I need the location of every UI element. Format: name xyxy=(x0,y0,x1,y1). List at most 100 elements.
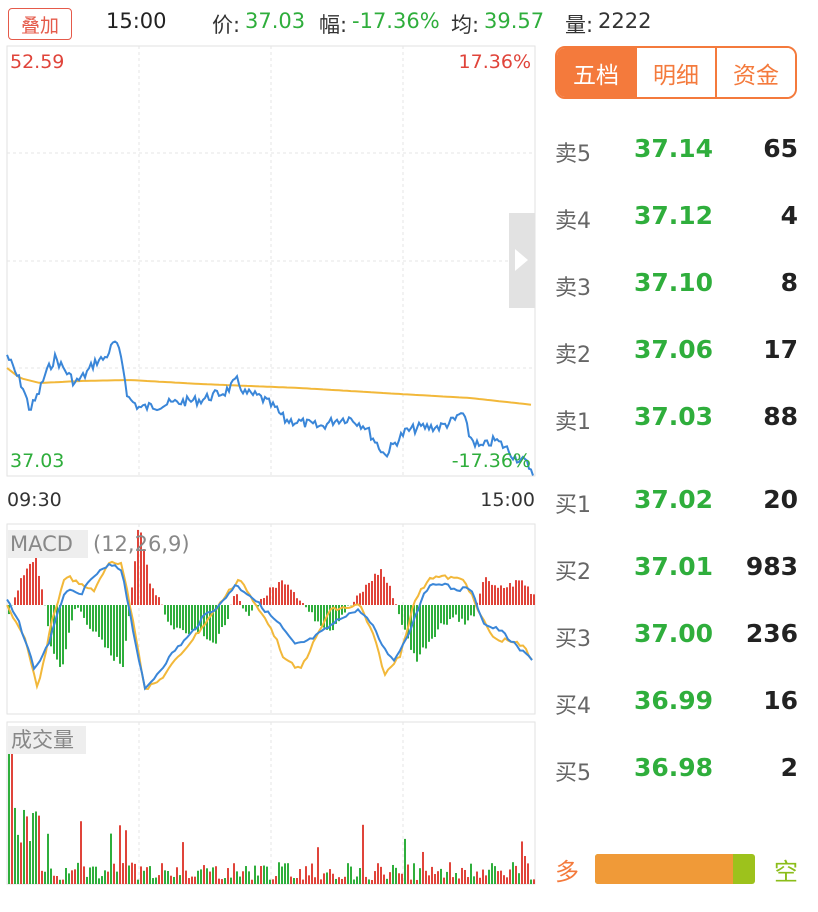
macd-histogram-bar xyxy=(53,605,55,654)
volume-bar xyxy=(353,879,355,884)
volume-bar xyxy=(431,866,433,884)
volume-bar xyxy=(296,878,298,884)
macd-histogram-bar xyxy=(242,605,244,609)
volume-bar xyxy=(29,841,31,884)
volume-bar xyxy=(386,878,388,884)
volume-bar xyxy=(77,862,79,884)
volume-bar xyxy=(452,877,454,884)
macd-histogram-bar xyxy=(239,600,241,605)
volume-bar xyxy=(191,876,193,884)
macd-histogram-bar xyxy=(116,605,118,657)
macd-histogram-bar xyxy=(146,564,148,605)
ask-volume: 65 xyxy=(763,134,798,163)
macd-histogram-bar xyxy=(176,605,178,628)
overlay-button[interactable]: 叠加 xyxy=(8,8,72,40)
macd-histogram-bar xyxy=(215,605,217,644)
macd-histogram-bar xyxy=(233,596,235,605)
macd-histogram-bar xyxy=(419,605,421,655)
macd-histogram-bar xyxy=(395,604,397,605)
volume-bar xyxy=(299,869,301,884)
macd-histogram-bar xyxy=(125,605,127,641)
volume-bar xyxy=(44,871,46,884)
macd-histogram-bar xyxy=(38,575,40,605)
volume-bar xyxy=(368,879,370,884)
macd-histogram-bar xyxy=(383,576,385,605)
macd-histogram-bar xyxy=(92,605,94,632)
macd-histogram-bar xyxy=(356,595,358,605)
tab-five-levels[interactable]: 五档 xyxy=(557,48,635,97)
macd-histogram-bar xyxy=(62,605,64,665)
macd-histogram-bar xyxy=(260,598,262,605)
macd-histogram-bar xyxy=(332,605,334,631)
macd-histogram-bar xyxy=(131,587,133,605)
volume-bar xyxy=(197,870,199,884)
volume-bar xyxy=(74,869,76,884)
macd-histogram-bar xyxy=(485,577,487,605)
ask-volume: 4 xyxy=(780,201,798,230)
macd-histogram-bar xyxy=(77,605,79,608)
macd-histogram-bar xyxy=(251,605,253,611)
macd-histogram-bar xyxy=(515,580,517,605)
macd-histogram-bar xyxy=(29,563,31,605)
volume-bar xyxy=(371,879,373,884)
ask-volume: 8 xyxy=(780,268,798,297)
volume-bar xyxy=(305,866,307,884)
volume-bar xyxy=(338,877,340,884)
long-short-ratio: 多 空 xyxy=(555,850,798,886)
volume-bar xyxy=(506,877,508,884)
volume-bar xyxy=(314,877,316,884)
volume-bar xyxy=(332,873,334,884)
detail-tabs: 五档 明细 资金 xyxy=(555,46,797,99)
volume-bar xyxy=(8,734,10,884)
volume-bar xyxy=(242,871,244,884)
bid-row: 买5 36.98 2 xyxy=(555,749,798,789)
macd-histogram-bar xyxy=(512,586,514,605)
macd-histogram-bar xyxy=(140,532,142,605)
macd-histogram-bar xyxy=(374,573,376,605)
macd-dea-line xyxy=(6,560,533,691)
volume-bar xyxy=(86,876,88,884)
volume-bar xyxy=(500,870,502,884)
intraday-charts[interactable]: 52.59 17.36% 37.03 -17.36% 09:30 15:00 M… xyxy=(0,0,540,912)
macd-histogram-bar xyxy=(296,598,298,605)
volume-bar xyxy=(263,865,265,884)
volume-bar xyxy=(425,870,427,884)
macd-histogram-bar xyxy=(521,580,523,605)
volume-bar xyxy=(167,870,169,884)
macd-histogram-bar xyxy=(224,605,226,626)
volume-bar xyxy=(104,870,106,884)
volume-bar xyxy=(146,867,148,884)
macd-histogram-bar xyxy=(422,605,424,648)
macd-histogram-bar xyxy=(113,605,115,661)
ask-volume: 17 xyxy=(763,335,798,364)
macd-histogram-bar xyxy=(119,605,121,664)
volume-bar xyxy=(287,863,289,884)
volume-bar xyxy=(113,863,115,884)
volume-bar xyxy=(302,879,304,884)
expand-panel-handle[interactable] xyxy=(509,213,535,308)
macd-histogram-bar xyxy=(221,605,223,628)
macd-histogram-bar xyxy=(398,605,400,615)
volume-bar xyxy=(47,833,49,884)
macd-histogram-bar xyxy=(182,605,184,631)
volume-bar xyxy=(527,863,529,884)
macd-histogram-bar xyxy=(290,589,292,605)
volume-bar xyxy=(134,863,136,884)
volume-panel-grid xyxy=(6,721,536,885)
macd-histogram-bar xyxy=(302,603,304,605)
tab-funds[interactable]: 资金 xyxy=(715,48,795,97)
volume-bar xyxy=(464,869,466,884)
min-price-label: 37.03 xyxy=(10,450,64,472)
volume-bar xyxy=(530,879,532,884)
tab-details[interactable]: 明细 xyxy=(635,48,715,97)
volume-bar xyxy=(344,876,346,884)
volume-bar xyxy=(107,871,109,884)
volume-bar xyxy=(503,875,505,884)
volume-bar xyxy=(149,866,151,884)
volume-bar xyxy=(521,841,523,884)
bid-price: 37.01 xyxy=(634,552,714,581)
macd-histogram-bar xyxy=(341,605,343,615)
volume-bar xyxy=(206,868,208,884)
max-pct-label: 17.36% xyxy=(459,51,531,73)
price-value: 37.03 xyxy=(245,9,306,33)
